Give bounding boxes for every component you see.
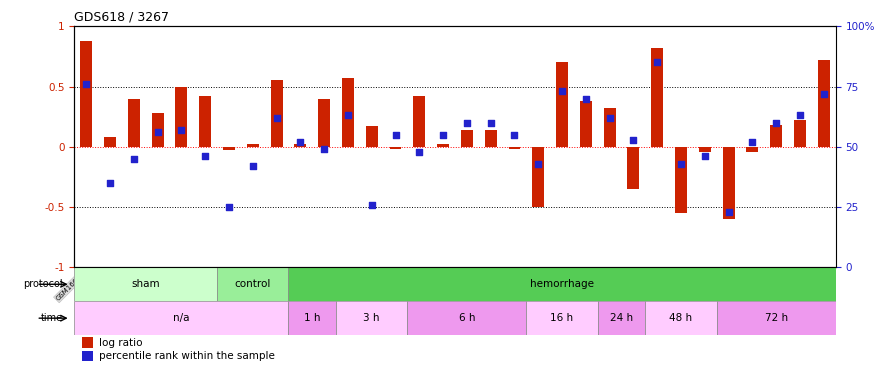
Bar (289, 301, 336, 335)
Point (484, 120, 498, 126)
Text: time: time (41, 313, 63, 323)
Bar (289, 267, 836, 301)
Point (531, 160, 545, 166)
Point (460, 120, 474, 126)
Bar (389, 147, 402, 149)
Bar (247, 144, 259, 147)
Bar (646, 301, 717, 335)
Text: control: control (234, 279, 271, 289)
Point (246, 163, 260, 169)
Bar (82, 337, 94, 348)
Bar (217, 267, 289, 301)
Bar (366, 126, 378, 147)
Bar (223, 147, 235, 150)
Text: 72 h: 72 h (765, 313, 788, 323)
Bar (128, 99, 140, 147)
Bar (508, 147, 521, 149)
Bar (342, 78, 354, 147)
Point (769, 120, 783, 126)
Bar (723, 147, 734, 219)
Point (341, 112, 355, 118)
Text: 1 h: 1 h (304, 313, 320, 323)
Point (507, 132, 522, 138)
Bar (580, 101, 592, 147)
Point (365, 202, 379, 208)
Point (388, 132, 402, 138)
Bar (104, 137, 116, 147)
Point (793, 112, 807, 118)
Text: sham: sham (131, 279, 160, 289)
Text: 48 h: 48 h (669, 313, 692, 323)
Point (555, 88, 569, 94)
Text: percentile rank within the sample: percentile rank within the sample (99, 351, 275, 361)
Point (174, 127, 188, 133)
Bar (717, 301, 836, 335)
Point (412, 148, 426, 154)
Point (293, 139, 307, 145)
Bar (82, 351, 94, 361)
Point (127, 156, 141, 162)
Bar (151, 113, 164, 147)
Bar (532, 147, 544, 207)
Text: n/a: n/a (173, 313, 190, 323)
Point (722, 209, 736, 215)
Bar (200, 96, 211, 147)
Bar (74, 301, 289, 335)
Bar (294, 144, 306, 147)
Point (317, 146, 331, 152)
Bar (527, 301, 598, 335)
Text: 24 h: 24 h (610, 313, 634, 323)
Text: 3 h: 3 h (363, 313, 380, 323)
Bar (627, 147, 640, 189)
Point (150, 129, 164, 135)
Bar (746, 147, 759, 152)
Point (746, 139, 760, 145)
Point (270, 115, 284, 121)
Point (103, 180, 117, 186)
Bar (604, 108, 616, 147)
Bar (794, 120, 806, 147)
Point (222, 204, 236, 210)
Point (816, 91, 830, 97)
Bar (408, 301, 527, 335)
Bar (651, 48, 663, 147)
Point (436, 132, 450, 138)
Point (626, 136, 640, 142)
Text: log ratio: log ratio (99, 338, 143, 348)
Point (199, 153, 213, 159)
Point (579, 96, 593, 102)
Bar (770, 125, 782, 147)
Point (697, 153, 711, 159)
Bar (270, 81, 283, 147)
Text: protocol: protocol (24, 279, 63, 289)
Bar (318, 99, 330, 147)
Bar (818, 60, 829, 147)
Bar (74, 267, 217, 301)
Text: hemorrhage: hemorrhage (530, 279, 594, 289)
Text: 16 h: 16 h (550, 313, 574, 323)
Bar (413, 96, 425, 147)
Bar (438, 144, 449, 147)
Bar (598, 301, 646, 335)
Text: 6 h: 6 h (458, 313, 475, 323)
Point (650, 59, 664, 65)
Bar (699, 147, 710, 152)
Text: GDS618 / 3267: GDS618 / 3267 (74, 11, 170, 24)
Bar (176, 87, 187, 147)
Point (80, 81, 94, 87)
Point (674, 160, 688, 166)
Bar (675, 147, 687, 213)
Bar (461, 130, 472, 147)
Bar (80, 41, 92, 147)
Bar (336, 301, 408, 335)
Bar (556, 62, 568, 147)
Point (603, 115, 617, 121)
Bar (485, 130, 497, 147)
